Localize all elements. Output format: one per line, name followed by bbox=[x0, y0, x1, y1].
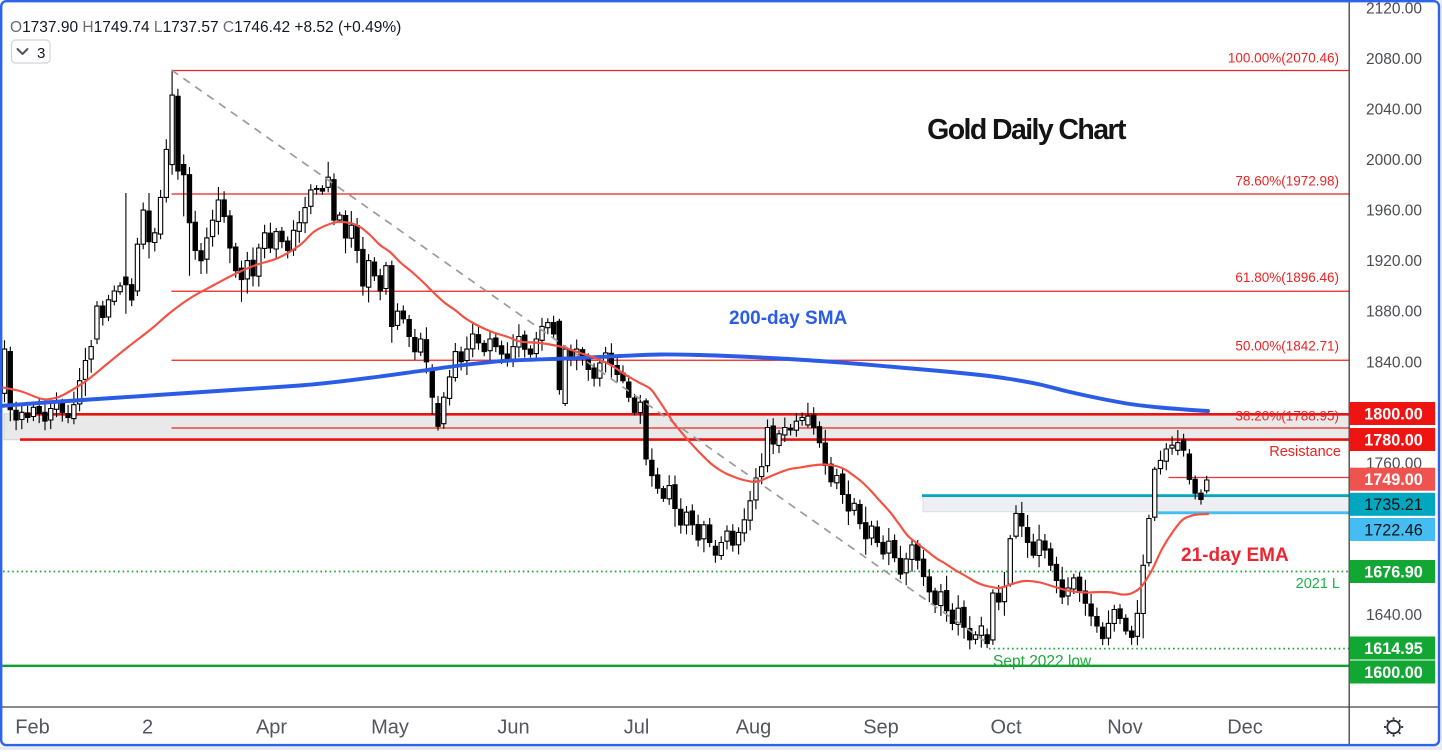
svg-text:1600.00: 1600.00 bbox=[1364, 664, 1423, 682]
svg-text:O1737.90 H1749.74 L1737.57 C17: O1737.90 H1749.74 L1737.57 C1746.42 +8.5… bbox=[10, 19, 401, 36]
svg-text:Oct: Oct bbox=[990, 717, 1022, 739]
svg-text:1749.00: 1749.00 bbox=[1364, 471, 1423, 489]
svg-text:50.00%(1842.71): 50.00%(1842.71) bbox=[1235, 338, 1339, 353]
svg-text:100.00%(2070.46): 100.00%(2070.46) bbox=[1228, 51, 1339, 66]
svg-text:1840.00: 1840.00 bbox=[1366, 354, 1422, 371]
svg-text:2120.00: 2120.00 bbox=[1366, 0, 1422, 17]
svg-text:21-day EMA: 21-day EMA bbox=[1181, 545, 1289, 566]
svg-text:200-day SMA: 200-day SMA bbox=[729, 308, 848, 329]
svg-text:Jul: Jul bbox=[624, 717, 650, 739]
svg-text:Nov: Nov bbox=[1107, 717, 1143, 739]
svg-text:38.20%(1788.95): 38.20%(1788.95) bbox=[1235, 409, 1339, 424]
svg-text:May: May bbox=[371, 717, 409, 739]
svg-text:1735.21: 1735.21 bbox=[1364, 496, 1423, 514]
svg-text:Jun: Jun bbox=[497, 717, 529, 739]
svg-text:1640.00: 1640.00 bbox=[1366, 607, 1422, 624]
svg-text:Sept 2022 low: Sept 2022 low bbox=[993, 653, 1092, 670]
svg-text:2021 L: 2021 L bbox=[1296, 576, 1340, 592]
svg-text:2000.00: 2000.00 bbox=[1366, 152, 1422, 169]
svg-text:1920.00: 1920.00 bbox=[1366, 253, 1422, 270]
svg-text:Sep: Sep bbox=[863, 717, 899, 739]
svg-text:2040.00: 2040.00 bbox=[1366, 101, 1422, 118]
svg-text:Dec: Dec bbox=[1227, 717, 1263, 739]
svg-text:61.80%(1896.46): 61.80%(1896.46) bbox=[1235, 270, 1339, 285]
svg-text:1780.00: 1780.00 bbox=[1364, 431, 1423, 449]
svg-text:1722.46: 1722.46 bbox=[1364, 521, 1423, 539]
svg-text:78.60%(1972.98): 78.60%(1972.98) bbox=[1235, 173, 1339, 188]
svg-text:2: 2 bbox=[142, 717, 153, 739]
svg-text:Resistance: Resistance bbox=[1269, 444, 1341, 460]
svg-text:Gold Daily Chart: Gold Daily Chart bbox=[927, 114, 1127, 146]
svg-text:Apr: Apr bbox=[256, 717, 287, 739]
svg-text:2080.00: 2080.00 bbox=[1366, 51, 1422, 68]
svg-text:1614.95: 1614.95 bbox=[1364, 640, 1423, 658]
svg-text:Aug: Aug bbox=[736, 717, 772, 739]
svg-text:3: 3 bbox=[37, 45, 45, 62]
svg-text:1800.00: 1800.00 bbox=[1364, 405, 1423, 423]
svg-text:1880.00: 1880.00 bbox=[1366, 304, 1422, 321]
svg-text:Feb: Feb bbox=[15, 717, 49, 739]
svg-text:1676.90: 1676.90 bbox=[1364, 563, 1423, 581]
svg-text:1960.00: 1960.00 bbox=[1366, 203, 1422, 220]
